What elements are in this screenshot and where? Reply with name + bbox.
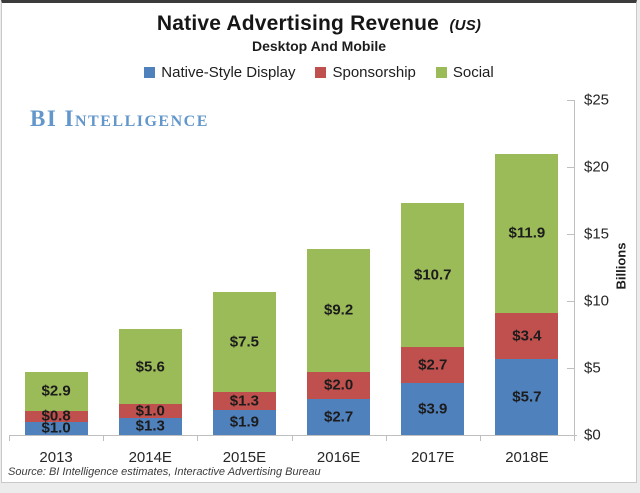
- y-tick-label: $15: [584, 225, 610, 243]
- bar-segment: [118, 417, 182, 435]
- x-axis-tick: [103, 436, 105, 441]
- x-axis-tick: [574, 436, 575, 441]
- y-tick-label: $10: [584, 292, 610, 310]
- bar-value-label: $3.4: [512, 327, 542, 345]
- legend-swatch-icon: [144, 67, 156, 78]
- x-axis-category-label: 2013: [39, 449, 73, 466]
- bar-segment: [495, 358, 559, 435]
- x-axis-category-label: 2016E: [316, 449, 361, 466]
- y-axis-tick: [567, 167, 575, 168]
- y-axis-tick: [567, 435, 575, 436]
- bar-value-label: $1.0: [135, 402, 165, 420]
- bar-value-label: $1.3: [229, 392, 260, 410]
- page-title: Native Advertising Revenue (US): [2, 12, 636, 36]
- bar-segment: [401, 203, 465, 347]
- chart-subtitle: Desktop And Mobile: [251, 38, 387, 54]
- bar-value-label: $7.5: [229, 333, 260, 351]
- legend-item-3: Social: [435, 64, 494, 81]
- bar-segment: [307, 398, 371, 435]
- bar-segment: [495, 313, 559, 359]
- bar-segment: [495, 153, 559, 314]
- bar-segment: [24, 372, 88, 411]
- legend-item-2: Sponsorship: [315, 64, 416, 81]
- legend-label: Sponsorship: [332, 64, 416, 81]
- bar-segment: [212, 409, 276, 435]
- bar-value-label: $1.9: [229, 413, 260, 431]
- y-axis-tick: [567, 301, 575, 302]
- x-axis-line: [9, 435, 577, 436]
- y-axis-title: Billions: [613, 242, 629, 290]
- chart-title-text: Native Advertising Revenue: [156, 12, 440, 35]
- plot-area: $0 $5 $10 $15 $20 $25 $1.0 $0.8 $2.9 2013 $1.3 $1.0…: [2, 3, 636, 482]
- legend-swatch-icon: [315, 67, 327, 78]
- bar-value-label: $9.2: [323, 301, 354, 319]
- bar-segment: [401, 346, 465, 383]
- bar-value-label: $1.3: [135, 417, 165, 435]
- bar-segment: [307, 372, 371, 399]
- bar-value-label: $10.7: [413, 266, 452, 284]
- y-tick-label: $20: [584, 158, 610, 176]
- legend-label: Native-Style Display: [161, 64, 296, 81]
- bar-value-label: $5.7: [512, 388, 542, 406]
- y-axis-tick: [567, 234, 575, 235]
- y-axis-line: [574, 100, 575, 435]
- x-axis-category-label: 2017E: [411, 449, 455, 466]
- bar-value-label: $2.0: [323, 376, 354, 394]
- x-axis-tick: [385, 436, 387, 441]
- bar-segment: [307, 248, 371, 372]
- bar-segment: [24, 421, 88, 435]
- source-note: Source: BI Intelligence estimates, Inter…: [8, 466, 321, 478]
- chart-panel: Native Advertising Revenue (US) Desktop …: [1, 0, 637, 483]
- bar-segment: [118, 404, 182, 418]
- bi-intelligence-logo: BI Intelligence: [30, 106, 209, 131]
- legend-item-1: Native-Style Display: [144, 64, 295, 81]
- x-axis-tick: [197, 436, 199, 441]
- bar-value-label: $5.6: [135, 358, 165, 376]
- x-axis-tick: [479, 436, 481, 441]
- x-axis-category-label: 2015E: [222, 449, 267, 466]
- x-axis-tick: [9, 436, 10, 441]
- bar-value-label: $11.9: [508, 224, 546, 242]
- bar-value-label: $2.9: [41, 382, 71, 400]
- legend-label: Social: [452, 64, 494, 81]
- y-tick-label: $0: [584, 426, 601, 444]
- y-tick-label: $25: [584, 91, 610, 109]
- chart-legend: Native-Style Display Sponsorship Social: [2, 64, 636, 81]
- x-axis-category-label: 2014E: [128, 449, 172, 466]
- bar-segment: [212, 392, 276, 410]
- x-axis-tick: [291, 436, 293, 441]
- bar-value-label: $2.7: [323, 408, 354, 426]
- y-axis-tick: [567, 100, 575, 101]
- chart-title-suffix: (US): [449, 17, 482, 34]
- y-axis-tick: [567, 368, 575, 369]
- bar-segment: [118, 329, 182, 405]
- x-axis-category-label: 2018E: [505, 449, 549, 466]
- bar-segment: [212, 291, 276, 393]
- bar-segment: [401, 382, 465, 435]
- bar-value-label: $0.8: [41, 407, 71, 425]
- bar-value-label: $2.7: [418, 356, 448, 374]
- bar-value-label: $3.9: [418, 400, 448, 418]
- bar-segment: [24, 410, 88, 422]
- legend-swatch-icon: [435, 67, 447, 78]
- y-tick-label: $5: [584, 359, 601, 377]
- bar-value-label: $1.0: [41, 419, 71, 437]
